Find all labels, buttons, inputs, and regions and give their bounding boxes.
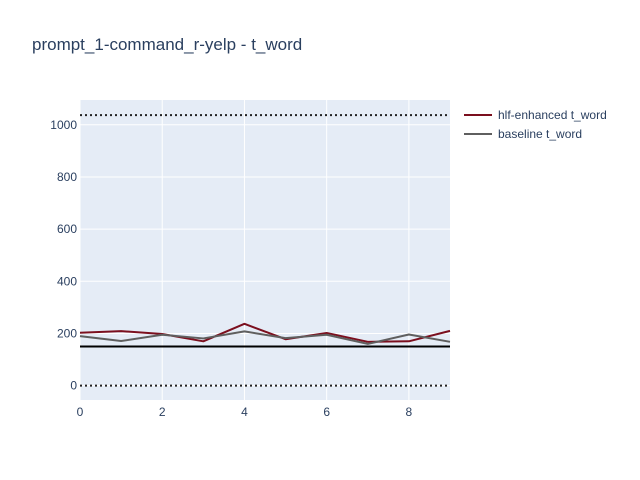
series-line	[79, 330, 451, 345]
legend[interactable]: hlf-enhanced t_word baseline t_word	[464, 108, 607, 141]
y-tick-label: 200	[57, 326, 77, 340]
tick-labels: 0 2 4 6 8 0 200 400 600 800 1000	[50, 118, 412, 419]
y-tick-label: 1000	[50, 118, 77, 132]
y-tick-label: 0	[70, 379, 77, 393]
y-tick-label: 400	[57, 274, 77, 288]
x-tick-label: 4	[241, 405, 248, 419]
x-tick-label: 8	[406, 405, 413, 419]
chart-title: prompt_1-command_r-yelp - t_word	[32, 35, 302, 54]
plot-area	[80, 100, 450, 400]
series-lines	[79, 322, 451, 345]
y-tick-label: 600	[57, 222, 77, 236]
reference-lines	[80, 114, 450, 387]
series-line	[79, 322, 451, 343]
x-tick-label: 6	[323, 405, 330, 419]
y-tick-label: 800	[57, 170, 77, 184]
x-tick-label: 0	[77, 405, 84, 419]
legend-label: baseline t_word	[498, 127, 582, 141]
x-tick-label: 2	[159, 405, 166, 419]
legend-label: hlf-enhanced t_word	[498, 108, 607, 122]
